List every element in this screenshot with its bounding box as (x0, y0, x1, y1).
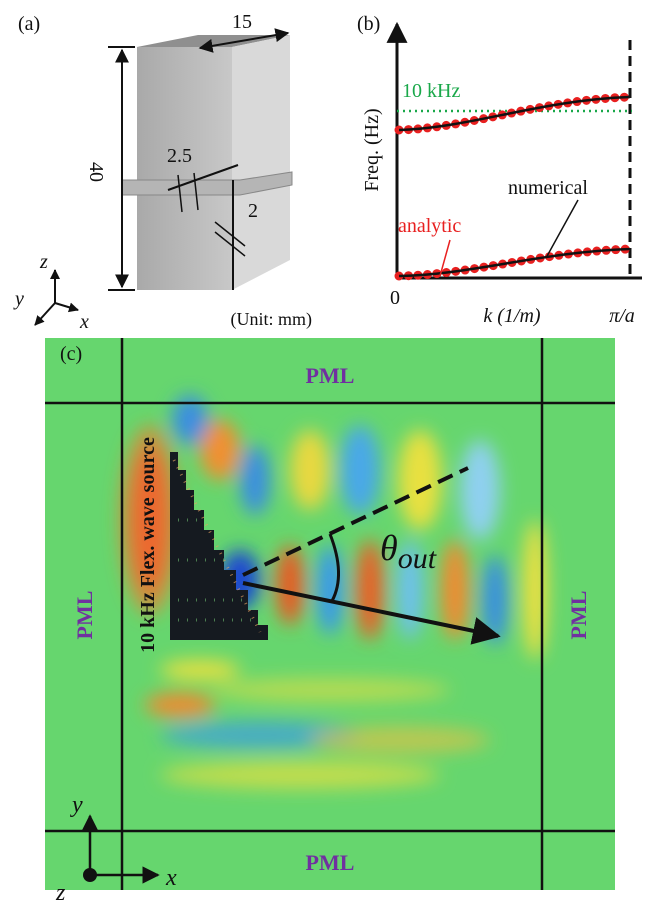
pml-bottom: PML (306, 850, 355, 875)
x-axis-label: k (1/m) (483, 305, 541, 327)
block-front (137, 47, 232, 290)
panel-c: θout 10 kHz Flex. wave source (c) PML PM… (45, 338, 615, 906)
body: (a) 40 15 2.5 2 (Unit: mm) z y x (b) 10 … (0, 0, 650, 907)
panel-a: (a) 40 15 2.5 2 (Unit: mm) z y x (13, 11, 312, 333)
axis-x: x (165, 865, 177, 891)
angle-symbol: θ (380, 528, 398, 568)
leader-line (546, 200, 578, 258)
y-axis-label: Freq. (Hz) (361, 108, 383, 191)
panel-label: (b) (357, 13, 380, 35)
pml-left: PML (72, 591, 97, 640)
dim-height: 40 (85, 162, 107, 182)
unit: (Unit: mm) (231, 309, 313, 330)
axis-arrow (35, 303, 55, 325)
page: Figure {"panels": { "a": {"label": "(a)"… (0, 0, 650, 907)
figure: (a) 40 15 2.5 2 (Unit: mm) z y x (b) 10 … (0, 0, 650, 907)
panel-b: (b) 10 kHz Freq. (Hz) numerical analytic… (357, 13, 642, 327)
panel-label: (a) (18, 13, 40, 35)
pml-top: PML (306, 363, 355, 388)
axis-arrow (55, 303, 78, 310)
axis-z: z (39, 251, 48, 273)
axis-y: y (13, 288, 24, 310)
axis-origin (83, 868, 97, 882)
angle-subscript: out (398, 542, 437, 575)
source-label: 10 kHz Flex. wave source (137, 437, 159, 653)
dim-width: 15 (232, 11, 252, 33)
numerical-label: numerical (508, 177, 588, 199)
axis-z: z (55, 880, 66, 906)
panel-label: (c) (60, 343, 82, 365)
dim-thickness: 2.5 (167, 145, 192, 167)
dim-gap: 2 (248, 200, 258, 222)
reference-label: 10 kHz (402, 80, 460, 102)
x-origin-label: 0 (390, 287, 400, 309)
pml-right: PML (566, 591, 591, 640)
axis-y: y (70, 792, 83, 818)
axis-x: x (79, 311, 89, 333)
x-end-label: π/a (609, 305, 635, 327)
analytic-label: analytic (398, 215, 461, 237)
